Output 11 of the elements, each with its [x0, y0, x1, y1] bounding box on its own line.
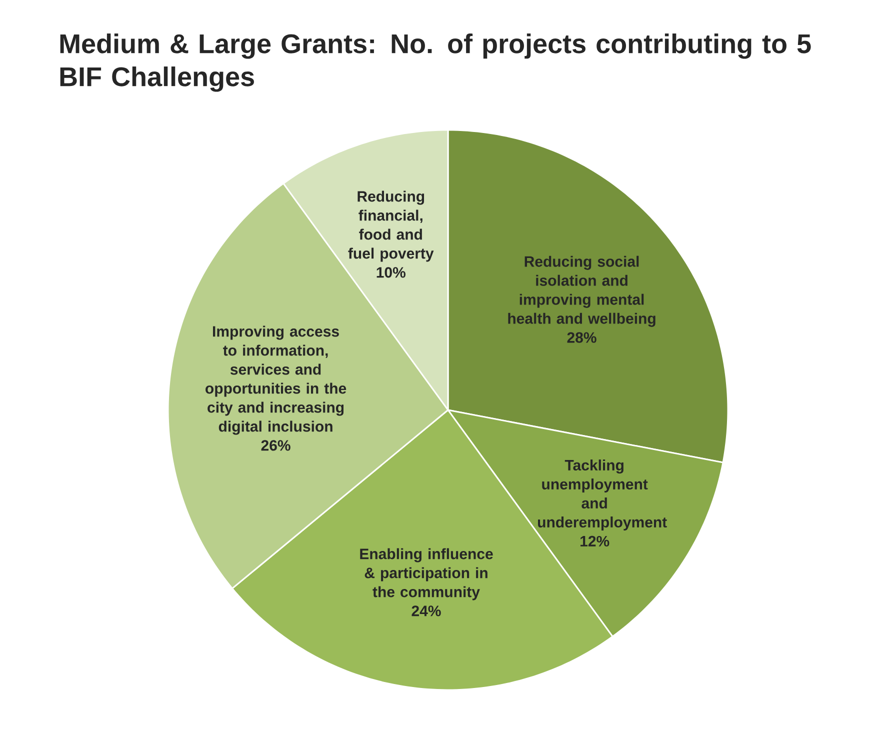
data-label: 10% — [376, 267, 406, 278]
slice-label: Enabling influence & participation in the community — [360, 548, 493, 600]
chart-title: Medium & Large Grants: No. of projects contributing to 5 BIF Challenges — [60, 34, 811, 92]
slice-label: Reducing social isolation and improving mental health and wellbeing — [508, 256, 656, 327]
data-label: 26% — [261, 440, 290, 451]
slice-label: Reducing financial, food and fuel poverty — [348, 190, 434, 262]
data-label: 12% — [580, 536, 610, 546]
data-label: 28% — [567, 332, 596, 343]
slice-label: Improving access to information, services and opportunities in the city and increasing digital inclusion — [206, 326, 346, 435]
slice-label: Tackling unemployment and underemployment — [538, 460, 667, 530]
data-label: 24% — [412, 606, 441, 616]
